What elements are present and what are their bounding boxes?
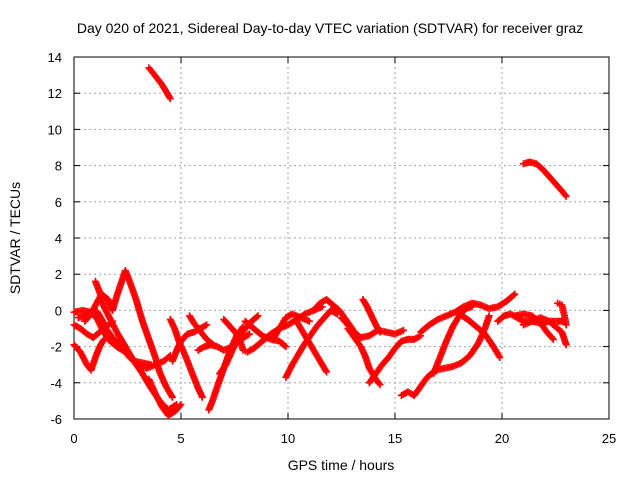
series-arc-24 bbox=[359, 296, 384, 336]
data-point-interpolated bbox=[375, 379, 383, 387]
x-tick-label: 5 bbox=[177, 431, 184, 446]
data-point bbox=[496, 353, 504, 361]
data-point-interpolated bbox=[165, 93, 173, 101]
data-point-interpolated bbox=[375, 327, 383, 335]
y-tick-label: 8 bbox=[55, 159, 62, 174]
data-point bbox=[468, 303, 476, 311]
x-tick-label: 20 bbox=[495, 431, 509, 446]
data-point-interpolated bbox=[322, 366, 330, 374]
data-point bbox=[511, 290, 519, 298]
series-arc-20 bbox=[293, 317, 331, 376]
series-arc-34 bbox=[554, 299, 570, 329]
data-point bbox=[376, 328, 384, 336]
y-tick-label: 14 bbox=[48, 50, 62, 65]
y-tick-label: -4 bbox=[50, 376, 62, 391]
data-point bbox=[562, 192, 570, 200]
series-arc-29 bbox=[455, 310, 504, 361]
x-axis-label: GPS time / hours bbox=[288, 457, 395, 473]
data-point bbox=[562, 321, 570, 329]
series-arc-8 bbox=[145, 375, 185, 419]
series-arc-31 bbox=[519, 158, 570, 200]
grid bbox=[74, 57, 609, 419]
series-arc-1 bbox=[70, 335, 108, 374]
axis-tick-labels: 0 5 10 15 20 25 -6 -4 -2 0 2 4 6 8 10 12 14 bbox=[48, 50, 617, 446]
data-point bbox=[562, 341, 570, 349]
data-point-interpolated bbox=[253, 313, 261, 321]
series-arc-27 bbox=[417, 290, 519, 336]
data-point bbox=[177, 401, 185, 409]
x-tick-label: 25 bbox=[602, 431, 616, 446]
data-point bbox=[254, 312, 262, 320]
data-point-interpolated bbox=[510, 291, 518, 299]
series-arc-16 bbox=[216, 312, 262, 378]
series-arc-32 bbox=[511, 310, 557, 343]
series-arc-9 bbox=[145, 64, 174, 103]
series-arc-7 bbox=[109, 267, 176, 401]
series-arc-18 bbox=[269, 310, 313, 343]
data-point-interpolated bbox=[281, 342, 289, 350]
data-point bbox=[376, 381, 384, 389]
data-point bbox=[198, 393, 206, 401]
series-arc-33 bbox=[519, 314, 570, 349]
data-point-interpolated bbox=[99, 337, 107, 345]
x-tick-label: 0 bbox=[70, 431, 77, 446]
data-point bbox=[245, 330, 253, 338]
y-axis-label: SDTVAR / TECUs bbox=[7, 182, 23, 294]
data-point bbox=[168, 393, 176, 401]
data-point-interpolated bbox=[176, 402, 184, 410]
y-tick-label: 0 bbox=[55, 303, 62, 318]
data-point bbox=[400, 326, 408, 334]
data-point bbox=[323, 368, 331, 376]
x-tick-label: 10 bbox=[281, 431, 295, 446]
y-tick-label: 10 bbox=[48, 122, 62, 137]
y-tick-label: 6 bbox=[55, 195, 62, 210]
series-arc-25 bbox=[365, 332, 425, 387]
x-tick-label: 15 bbox=[388, 431, 402, 446]
data-point bbox=[485, 312, 493, 320]
data-point-interpolated bbox=[244, 331, 252, 339]
data-point bbox=[305, 317, 313, 325]
y-tick-label: -6 bbox=[50, 412, 62, 427]
y-tick-label: 2 bbox=[55, 267, 62, 282]
data-point bbox=[549, 335, 557, 343]
data-point-interpolated bbox=[548, 334, 556, 342]
data-point-interpolated bbox=[561, 191, 569, 199]
data-point bbox=[166, 95, 174, 103]
data-point bbox=[282, 343, 290, 351]
y-tick-label: 12 bbox=[48, 86, 62, 101]
data-point bbox=[203, 321, 211, 329]
data-marks bbox=[70, 64, 570, 419]
y-tick-label: 4 bbox=[55, 231, 62, 246]
chart-title: Day 020 of 2021, Sidereal Day-to-day VTE… bbox=[77, 20, 583, 36]
y-tick-label: -2 bbox=[50, 340, 62, 355]
